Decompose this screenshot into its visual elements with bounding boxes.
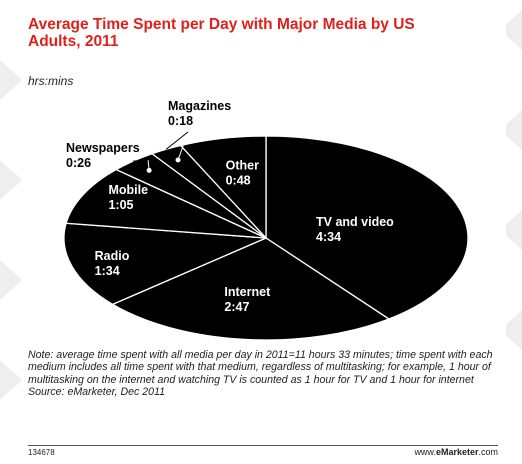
- label-newspapers: Newspapers: [66, 141, 140, 155]
- slice-tv-and-video: [265, 135, 469, 320]
- label-mobile: Mobile: [108, 183, 148, 197]
- value-other: 0:48: [226, 173, 251, 187]
- brand-prefix: www.: [414, 447, 436, 457]
- chart-id: 134678: [28, 448, 55, 457]
- label-other: Other: [226, 158, 259, 172]
- dot-magazines: [175, 157, 181, 163]
- value-tv-and-video: 4:34: [316, 230, 341, 244]
- chart-subtitle: hrs:mins: [28, 74, 74, 88]
- footer-divider: [28, 445, 498, 446]
- dot-newspapers: [146, 167, 152, 173]
- slice-mobile: [65, 168, 267, 239]
- label-magazines: Magazines: [168, 99, 231, 113]
- label-radio: Radio: [95, 249, 130, 263]
- source-text: Source: eMarketer, Dec 2011: [28, 385, 166, 398]
- value-magazines: 0:18: [168, 114, 193, 128]
- brand-name: eMarketer: [435, 447, 479, 457]
- value-radio: 1:34: [95, 264, 120, 278]
- slice-other: [179, 135, 267, 240]
- slice-radio: [63, 222, 267, 306]
- brand-url: www.eMarketer.com: [414, 447, 498, 457]
- chart-note: Note: average time spent with all media …: [28, 349, 498, 398]
- value-newspapers: 0:26: [66, 156, 91, 170]
- leader-outer-magazines: [165, 131, 189, 150]
- label-tv-and-video: TV and video: [316, 215, 394, 229]
- chart-title: Average Time Spent per Day with Major Me…: [28, 16, 415, 50]
- leader-outer-newspapers: [133, 159, 149, 162]
- value-internet: 2:47: [224, 300, 249, 314]
- value-mobile: 1:05: [108, 198, 133, 212]
- label-internet: Internet: [224, 285, 271, 299]
- chart-card: Average Time Spent per Day with Major Me…: [28, 14, 506, 458]
- slice-internet: [111, 237, 391, 341]
- note-text: Note: average time spent with all media …: [28, 349, 493, 386]
- brand-suffix: .com: [478, 447, 498, 457]
- leader-magazines: [177, 131, 189, 161]
